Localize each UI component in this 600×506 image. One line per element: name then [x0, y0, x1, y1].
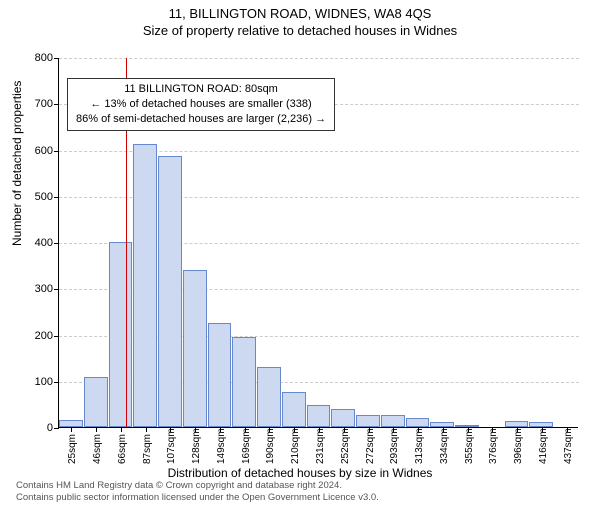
- x-tick-label: 355sqm: [464, 440, 475, 464]
- x-tick-label: 46sqm: [92, 440, 103, 464]
- x-tick-label: 128sqm: [191, 440, 202, 464]
- x-tick-label: 437sqm: [563, 440, 574, 464]
- histogram-bar: [183, 270, 207, 427]
- x-tick-label: 107sqm: [166, 440, 177, 464]
- y-tick-label: 100: [17, 377, 53, 388]
- x-tick-label: 231sqm: [315, 440, 326, 464]
- x-tick-label: 149sqm: [216, 440, 227, 464]
- histogram-bar: [257, 367, 281, 427]
- y-tick-label: 300: [17, 284, 53, 295]
- plot-area: 0100200300400500600700800 25sqm46sqm66sq…: [58, 58, 578, 428]
- footer-line1: Contains HM Land Registry data © Crown c…: [16, 480, 379, 491]
- x-tick-label: 272sqm: [365, 440, 376, 464]
- histogram-bar: [331, 409, 355, 428]
- x-tick-label: 293sqm: [389, 440, 400, 464]
- x-tick-label: 190sqm: [265, 440, 276, 464]
- page-title-line1: 11, BILLINGTON ROAD, WIDNES, WA8 4QS: [0, 6, 600, 21]
- y-tick-label: 200: [17, 331, 53, 342]
- histogram-bar: [356, 415, 380, 427]
- x-axis-label: Distribution of detached houses by size …: [0, 466, 600, 480]
- x-tick-label: 313sqm: [414, 440, 425, 464]
- y-tick-label: 500: [17, 192, 53, 203]
- page-title-line2: Size of property relative to detached ho…: [0, 23, 600, 38]
- histogram-bar: [109, 242, 133, 427]
- histogram-bar: [406, 418, 430, 427]
- y-tick-label: 0: [17, 423, 53, 434]
- x-tick-label: 87sqm: [142, 440, 153, 464]
- y-tick-label: 800: [17, 53, 53, 64]
- x-tick-label: 396sqm: [513, 440, 524, 464]
- y-tick-label: 400: [17, 238, 53, 249]
- histogram-bar: [282, 392, 306, 427]
- histogram-bar: [59, 420, 83, 427]
- footer-line2: Contains public sector information licen…: [16, 492, 379, 503]
- y-tick-label: 600: [17, 146, 53, 157]
- histogram-bar: [381, 415, 405, 427]
- histogram-bar: [158, 156, 182, 427]
- annotation-line2: ← 13% of detached houses are smaller (33…: [76, 97, 326, 112]
- annotation-line3: 86% of semi-detached houses are larger (…: [76, 112, 326, 127]
- y-tick-label: 700: [17, 99, 53, 110]
- annotation-line1: 11 BILLINGTON ROAD: 80sqm: [76, 82, 326, 97]
- x-tick-label: 334sqm: [439, 440, 450, 464]
- histogram-bar: [208, 323, 232, 427]
- x-tick-label: 210sqm: [290, 440, 301, 464]
- x-tick-label: 169sqm: [241, 440, 252, 464]
- x-tick-label: 416sqm: [538, 440, 549, 464]
- histogram-chart: 0100200300400500600700800 25sqm46sqm66sq…: [58, 58, 578, 428]
- histogram-bar: [133, 144, 157, 427]
- x-tick-label: 376sqm: [488, 440, 499, 464]
- x-tick-label: 25sqm: [67, 440, 78, 464]
- annotation-box: 11 BILLINGTON ROAD: 80sqm ← 13% of detac…: [67, 78, 335, 131]
- histogram-bar: [232, 337, 256, 427]
- x-tick-label: 66sqm: [117, 440, 128, 464]
- histogram-bar: [84, 377, 108, 427]
- x-tick-label: 252sqm: [340, 440, 351, 464]
- histogram-bar: [307, 405, 331, 427]
